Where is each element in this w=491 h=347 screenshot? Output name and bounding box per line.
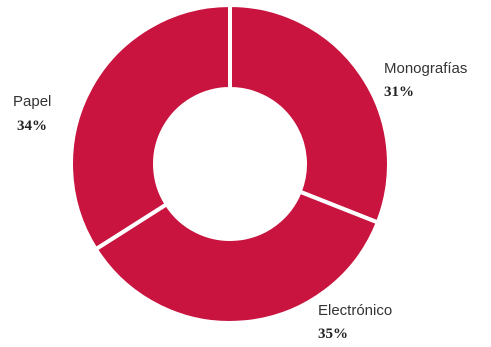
slice-label-group-papel: Papel 34% [13, 93, 51, 134]
slice-electronico [92, 189, 381, 325]
slice-label-group-monografias: Monografías 31% [384, 60, 467, 100]
donut-slices [69, 2, 391, 325]
slice-label-group-electronico: Electrónico 35% [318, 302, 392, 342]
slice-label-monografias: Monografías [384, 60, 467, 77]
slice-value-monografias: 31% [384, 84, 414, 100]
slice-label-papel: Papel [13, 93, 51, 110]
slice-value-electronico: 35% [318, 326, 348, 342]
slice-monografias [228, 2, 391, 226]
slice-papel [69, 2, 232, 252]
slice-label-electronico: Electrónico [318, 302, 392, 319]
slice-value-papel: 34% [17, 118, 47, 134]
